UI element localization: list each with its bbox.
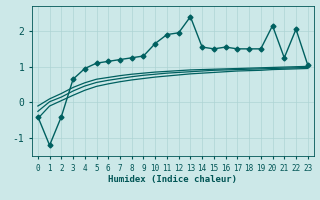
X-axis label: Humidex (Indice chaleur): Humidex (Indice chaleur) [108, 175, 237, 184]
